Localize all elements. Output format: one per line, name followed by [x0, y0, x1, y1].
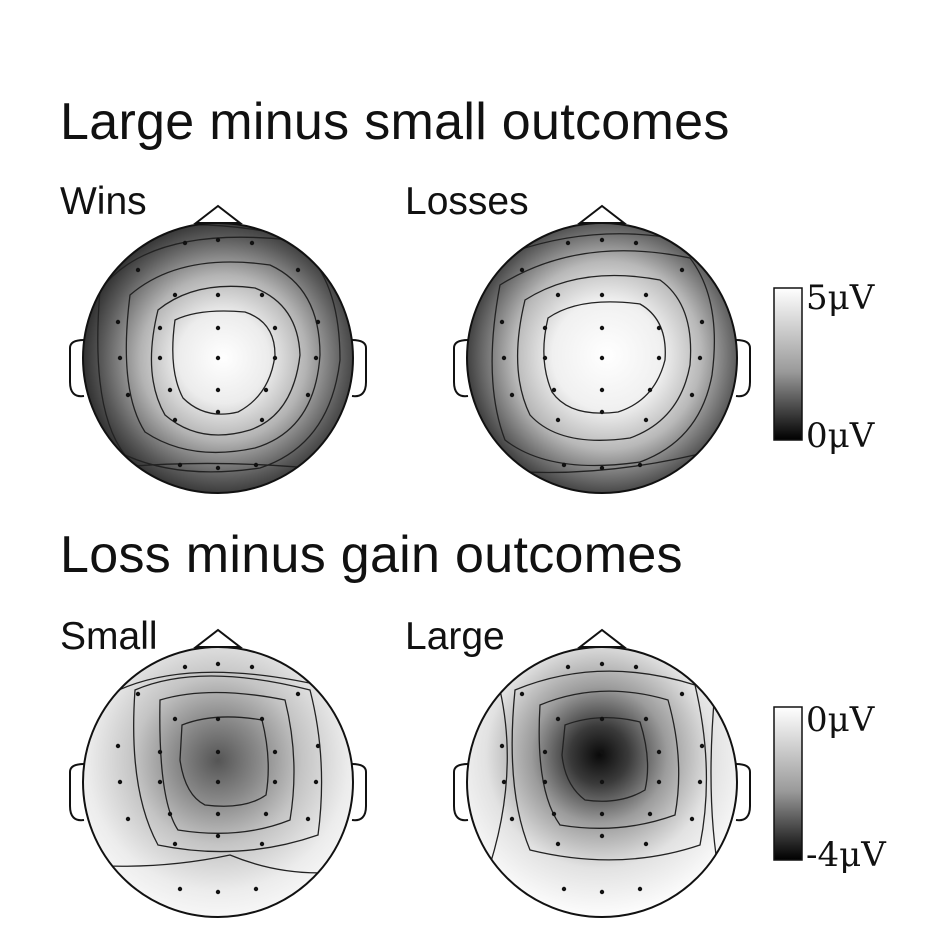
bottom-colorbar — [773, 706, 803, 861]
nose-icon — [193, 628, 243, 648]
panel-label-losses: Losses — [405, 180, 529, 223]
head-map-losses — [453, 204, 751, 494]
panel-label-small: Small — [60, 615, 158, 658]
head-map-wins — [69, 204, 367, 494]
bottom-colorbar-min-label: -4μV — [806, 835, 886, 875]
left-ear-icon — [69, 339, 85, 398]
left-ear-icon — [69, 763, 85, 822]
nose-icon — [577, 628, 627, 648]
head-map-small — [69, 628, 367, 918]
nose-icon — [193, 204, 243, 224]
nose-icon — [577, 204, 627, 224]
right-ear-icon — [735, 339, 751, 398]
right-ear-icon — [735, 763, 751, 822]
bottom-section-title: Loss minus gain outcomes — [60, 526, 683, 584]
top-colorbar — [773, 287, 803, 441]
left-ear-icon — [453, 339, 469, 398]
bottom-colorbar-max-label: 0μV — [806, 700, 875, 740]
left-ear-icon — [453, 763, 469, 822]
panel-label-large: Large — [405, 615, 505, 658]
top-section-title: Large minus small outcomes — [60, 93, 730, 151]
head-map-large — [453, 628, 751, 918]
top-colorbar-max-label: 5μV — [806, 278, 875, 318]
right-ear-icon — [351, 763, 367, 822]
top-colorbar-min-label: 0μV — [806, 416, 875, 456]
right-ear-icon — [351, 339, 367, 398]
panel-label-wins: Wins — [60, 180, 147, 223]
